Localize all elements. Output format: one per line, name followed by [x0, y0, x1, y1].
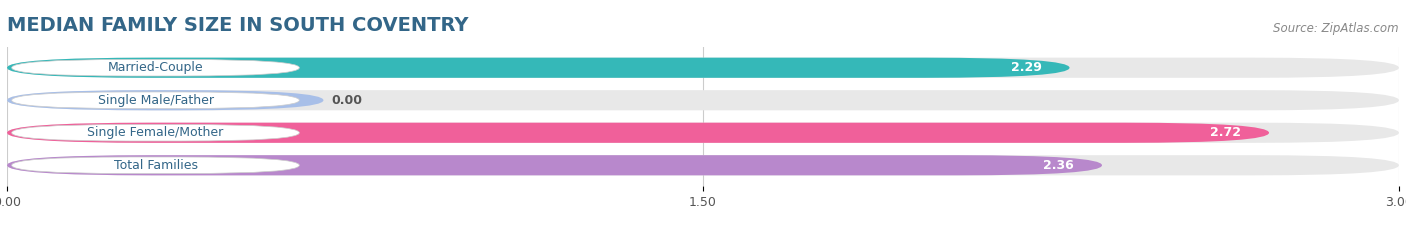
FancyBboxPatch shape	[11, 124, 299, 141]
FancyBboxPatch shape	[7, 123, 1270, 143]
Text: Total Families: Total Families	[114, 159, 197, 172]
FancyBboxPatch shape	[7, 155, 1399, 175]
Text: MEDIAN FAMILY SIZE IN SOUTH COVENTRY: MEDIAN FAMILY SIZE IN SOUTH COVENTRY	[7, 16, 468, 35]
FancyBboxPatch shape	[7, 90, 323, 110]
Text: Single Male/Father: Single Male/Father	[97, 94, 214, 107]
Text: Single Female/Mother: Single Female/Mother	[87, 126, 224, 139]
Text: 0.00: 0.00	[332, 94, 363, 107]
Text: 2.29: 2.29	[1011, 61, 1042, 74]
FancyBboxPatch shape	[11, 157, 299, 174]
FancyBboxPatch shape	[7, 90, 1399, 110]
FancyBboxPatch shape	[11, 92, 299, 109]
Text: 2.36: 2.36	[1043, 159, 1074, 172]
FancyBboxPatch shape	[7, 155, 1102, 175]
FancyBboxPatch shape	[7, 58, 1399, 78]
Text: Source: ZipAtlas.com: Source: ZipAtlas.com	[1274, 22, 1399, 35]
Text: Married-Couple: Married-Couple	[108, 61, 204, 74]
FancyBboxPatch shape	[7, 58, 1070, 78]
FancyBboxPatch shape	[11, 59, 299, 76]
FancyBboxPatch shape	[7, 123, 1399, 143]
Text: 2.72: 2.72	[1211, 126, 1241, 139]
